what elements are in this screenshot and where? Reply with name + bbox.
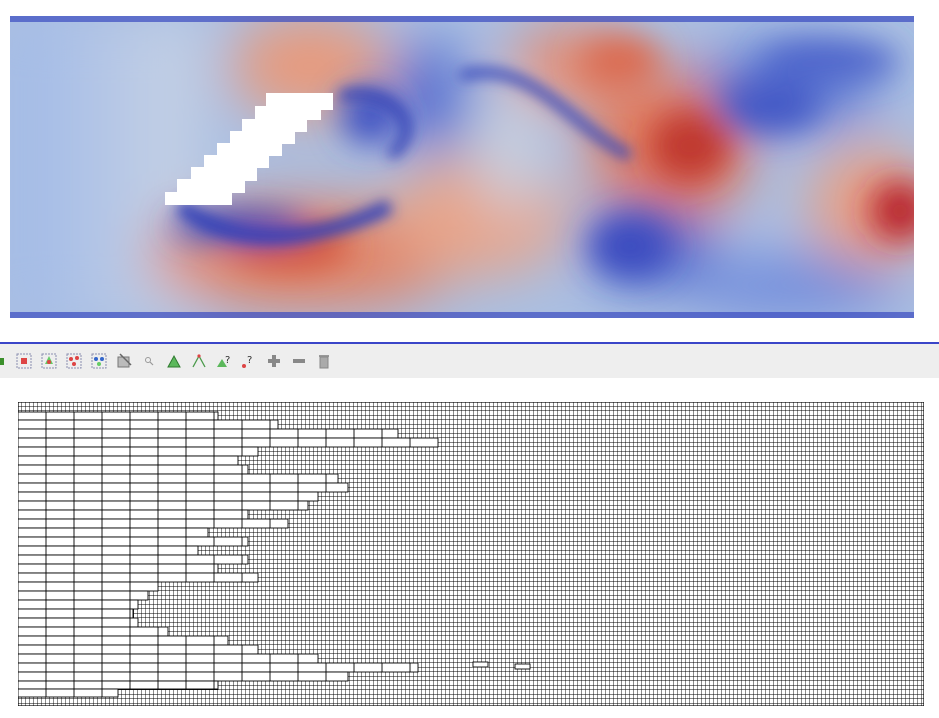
adaptive-mesh-view[interactable] xyxy=(17,401,925,707)
flow-field-render-view[interactable] xyxy=(10,16,914,318)
coarse-cell-row xyxy=(17,608,134,619)
bottom-wall xyxy=(10,312,914,318)
coarse-mesh-region xyxy=(17,411,531,698)
coarse-cell-row xyxy=(17,617,139,628)
interactive-select-icon[interactable] xyxy=(139,350,158,372)
obstacle-blade xyxy=(165,93,333,205)
svg-text:?: ? xyxy=(225,355,230,366)
coarse-cell-row xyxy=(17,644,259,655)
hover-cells-icon[interactable]: ? xyxy=(214,350,233,372)
adaptive-mesh-grid xyxy=(17,401,925,707)
select-cells-on-icon[interactable] xyxy=(14,350,33,372)
hover-points-icon[interactable]: ? xyxy=(239,350,258,372)
select-cells-through-icon[interactable] xyxy=(64,350,83,372)
coarse-cell-row xyxy=(17,491,319,502)
coarse-cell-row xyxy=(17,428,399,439)
coarse-cell-island xyxy=(472,661,489,668)
toolbar-edge-icon[interactable] xyxy=(0,350,6,372)
svg-text:?: ? xyxy=(247,355,252,366)
coarse-cell-row xyxy=(17,680,219,690)
coarse-cell-row xyxy=(17,437,439,448)
coarse-cell-row xyxy=(17,464,249,475)
coarse-cell-row xyxy=(17,653,319,664)
coarse-cell-row xyxy=(17,419,279,430)
flow-field-plot xyxy=(10,16,914,318)
coarse-cell-row xyxy=(17,509,249,520)
coarse-cell-row xyxy=(17,536,249,547)
coarse-cell-row xyxy=(17,590,149,601)
coarse-cell-row xyxy=(17,688,119,698)
coarse-cell-row xyxy=(17,518,289,529)
coarse-cell-row xyxy=(17,455,239,466)
select-points-polygon-icon[interactable] xyxy=(189,350,208,372)
coarse-cell-island xyxy=(514,663,531,670)
coarse-cell-row xyxy=(17,554,249,565)
coarse-cell-row xyxy=(17,563,219,574)
coarse-cell-row xyxy=(17,626,169,637)
select-points-on-icon[interactable] xyxy=(39,350,58,372)
select-cells-polygon-icon[interactable] xyxy=(164,350,183,372)
select-points-through-icon[interactable] xyxy=(89,350,108,372)
coarse-cell-row xyxy=(17,599,139,610)
coarse-cell-row xyxy=(17,581,159,592)
coarse-cell-row xyxy=(17,572,259,583)
toolbar-divider xyxy=(0,342,939,344)
coarse-cell-row xyxy=(17,482,349,493)
coarse-cell-row xyxy=(17,635,229,646)
select-block-icon[interactable] xyxy=(114,350,133,372)
clear-selection-icon[interactable] xyxy=(314,350,333,372)
coarse-cell-row xyxy=(17,473,339,484)
coarse-cell-row xyxy=(17,671,349,682)
coarse-cell-row xyxy=(17,411,219,421)
shrink-selection-icon[interactable] xyxy=(289,350,308,372)
grow-selection-icon[interactable] xyxy=(264,350,283,372)
flow-shear-layers xyxy=(175,67,633,243)
coarse-cell-row xyxy=(17,527,209,538)
coarse-cell-row xyxy=(17,446,259,457)
coarse-cell-row xyxy=(17,545,199,556)
top-wall xyxy=(10,16,914,22)
coarse-cell-row xyxy=(17,662,419,673)
coarse-cell-row xyxy=(17,500,309,511)
selection-toolbar: ? ? xyxy=(0,344,939,378)
